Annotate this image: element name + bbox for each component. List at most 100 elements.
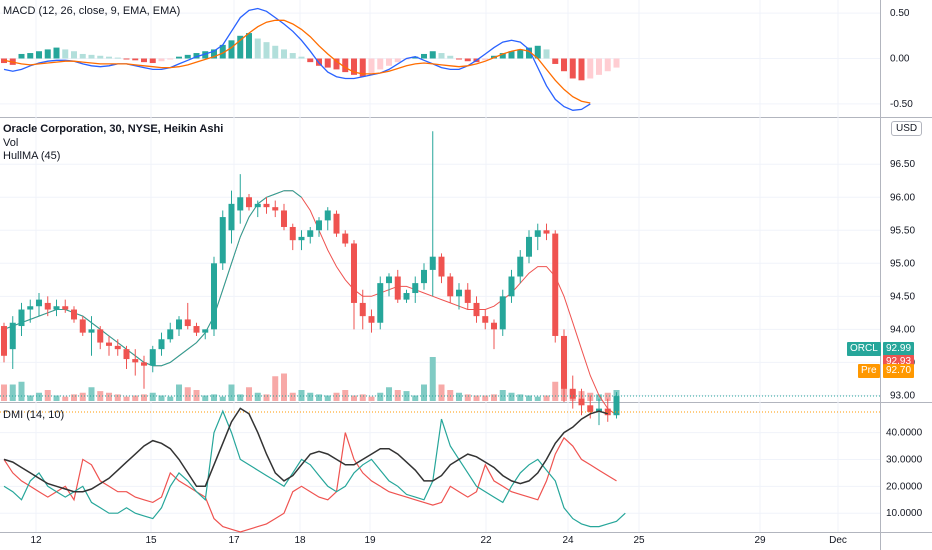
currency-badge[interactable]: USD xyxy=(891,121,923,136)
y-tick-label: 20.0000 xyxy=(886,481,923,492)
macd-histogram-bar xyxy=(613,58,620,68)
volume-bar xyxy=(508,392,515,401)
ticker-tag: ORCL xyxy=(847,342,881,356)
hullma-legend[interactable]: HullMA (45) xyxy=(3,150,61,162)
volume-bar xyxy=(123,396,130,401)
price-panel xyxy=(0,131,880,426)
volume-bar xyxy=(272,376,279,401)
volume-legend[interactable]: Vol xyxy=(3,137,19,149)
macd-histogram-bar xyxy=(351,58,357,75)
volume-bar xyxy=(97,391,104,401)
candle-body xyxy=(517,256,524,277)
volume-bar xyxy=(62,396,69,401)
candle-body xyxy=(561,335,567,389)
macd-line xyxy=(3,7,591,111)
macd-histogram-bar xyxy=(412,56,419,59)
macd-histogram-bar xyxy=(438,53,445,59)
macd-histogram-bar xyxy=(561,58,567,72)
candle-body xyxy=(482,316,489,323)
x-tick-label: 25 xyxy=(633,535,645,546)
volume-bar xyxy=(114,394,121,401)
macd-histogram-bar xyxy=(36,51,42,59)
macd-histogram-bar xyxy=(246,33,252,59)
symbol-title[interactable]: Oracle Corporation, 30, NYSE, Heikin Ash… xyxy=(3,123,224,135)
candle-body xyxy=(569,388,576,399)
macd-histogram-bar xyxy=(53,47,60,59)
candle-body xyxy=(62,306,69,310)
candle-body xyxy=(36,299,42,307)
macd-panel xyxy=(1,7,620,111)
x-tick-label: 18 xyxy=(294,535,306,546)
macd-histogram-bar xyxy=(158,58,165,62)
volume-bar xyxy=(429,357,436,401)
candle-body xyxy=(176,319,182,330)
macd-histogram-bar xyxy=(71,51,77,59)
pre-label-tag: Pre xyxy=(858,364,880,378)
volume-bar xyxy=(604,392,611,401)
candle-body xyxy=(246,197,252,208)
volume-bar xyxy=(447,390,454,401)
macd-histogram-bar xyxy=(552,58,559,64)
candle-body xyxy=(141,362,147,366)
candle-body xyxy=(447,276,454,297)
macd-histogram-bar xyxy=(386,58,392,66)
volume-bar xyxy=(394,390,401,401)
candle-body xyxy=(499,296,506,330)
macd-histogram-bar xyxy=(359,58,366,77)
candle-body xyxy=(9,322,16,350)
volume-bar xyxy=(1,384,7,401)
candle-body xyxy=(456,289,462,297)
price-axis: 12 15 17 18 19 22 24 25 29 Dec 0.50 0.00 -0.50 96.50 9… xyxy=(30,8,922,546)
candle-body xyxy=(578,398,585,406)
volume-bar xyxy=(106,392,112,401)
y-tick-label: 40.0000 xyxy=(886,428,923,439)
candle-body xyxy=(158,339,165,350)
candle-body xyxy=(228,203,235,231)
volume-bar xyxy=(517,394,524,401)
volume-bar xyxy=(53,395,60,401)
macd-histogram-bar xyxy=(604,58,611,72)
candle-body xyxy=(316,220,322,231)
volume-bar xyxy=(71,394,77,401)
candle-body xyxy=(368,316,375,323)
candle-body xyxy=(473,302,480,317)
y-tick-label: 96.00 xyxy=(890,192,915,203)
y-tick-label: 30.0000 xyxy=(886,454,923,465)
volume-bar xyxy=(526,395,532,401)
volume-bar xyxy=(263,394,270,401)
volume-bar xyxy=(534,396,541,401)
volume-bar xyxy=(88,387,95,401)
volume-bar xyxy=(132,395,139,401)
candle-body xyxy=(71,309,77,320)
y-tick-label: 10.0000 xyxy=(886,508,923,519)
volume-bar xyxy=(351,395,357,401)
adx-line xyxy=(3,407,609,493)
di-minus-line xyxy=(3,432,617,533)
candle-body xyxy=(44,302,51,310)
candle-body xyxy=(359,302,366,317)
volume-bar xyxy=(246,387,252,401)
macd-histogram-bar xyxy=(482,58,489,61)
macd-histogram-bar xyxy=(141,58,147,63)
candle-body xyxy=(333,213,340,234)
candle-body xyxy=(184,319,191,327)
macd-histogram-bar xyxy=(88,54,95,59)
macd-histogram-bar xyxy=(333,58,340,70)
volume-bar xyxy=(333,392,340,401)
volume-bar xyxy=(193,390,200,401)
macd-histogram-bar xyxy=(44,49,51,59)
candle-body xyxy=(132,359,139,363)
volume-bar xyxy=(289,392,296,401)
candle-body xyxy=(491,322,497,330)
macd-histogram-bar xyxy=(79,53,86,59)
candle-body xyxy=(193,326,200,333)
macd-histogram-bar xyxy=(211,49,217,59)
candle-body xyxy=(53,306,60,310)
x-tick-label: Dec xyxy=(829,535,847,546)
candle-body xyxy=(298,236,305,241)
volume-bar xyxy=(412,395,419,401)
candle-body xyxy=(106,342,112,346)
candle-body xyxy=(403,293,410,300)
macd-histogram-bar xyxy=(114,57,121,59)
candle-body xyxy=(97,329,104,343)
